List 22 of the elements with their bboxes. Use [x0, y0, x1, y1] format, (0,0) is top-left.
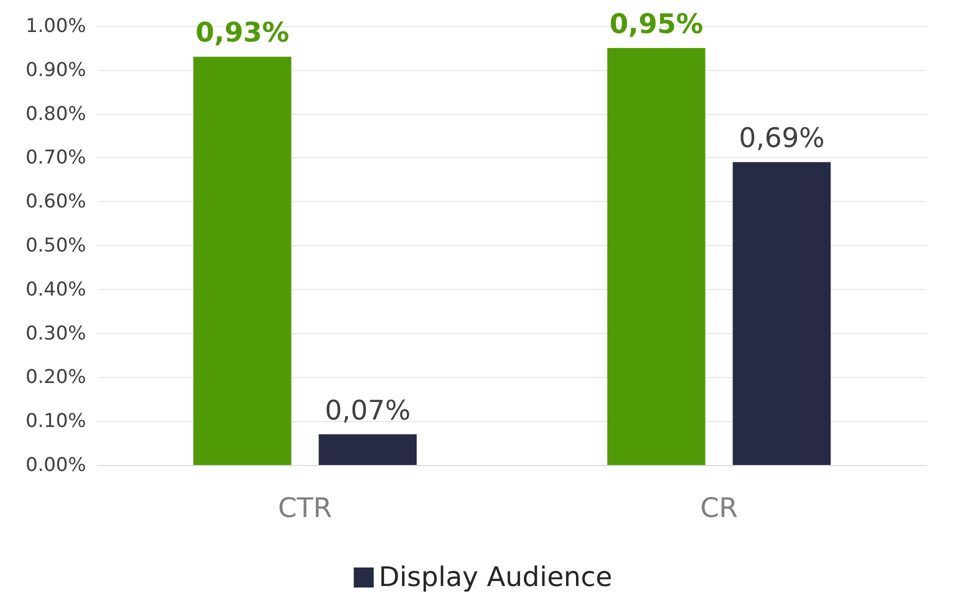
bar [607, 48, 706, 465]
y-tick-label: 0.50% [26, 234, 86, 256]
y-tick-label: 0.40% [26, 278, 86, 300]
data-label: 0,95% [609, 8, 704, 40]
y-tick-label: 0.80% [26, 102, 86, 125]
y-tick-label: 0.10% [26, 410, 86, 432]
bar [318, 434, 417, 465]
bar [732, 162, 831, 465]
x-tick-label: CTR [278, 493, 332, 524]
y-tick-label: 0.70% [26, 146, 86, 169]
legend-label: Display Audience [378, 562, 612, 593]
y-tick-label: 1.00% [26, 15, 86, 37]
data-label: 0,93% [195, 18, 290, 49]
data-label: 0,07% [324, 395, 411, 426]
bar [193, 56, 292, 465]
y-tick-label: 0.30% [26, 322, 86, 344]
y-tick-label: 0.90% [26, 58, 86, 81]
data-label: 0,69% [738, 123, 825, 154]
y-tick-label: 0.00% [26, 454, 86, 476]
x-tick-label: CR [700, 493, 738, 524]
y-tick-label: 0.60% [26, 190, 86, 213]
y-tick-label: 0.20% [26, 366, 86, 388]
